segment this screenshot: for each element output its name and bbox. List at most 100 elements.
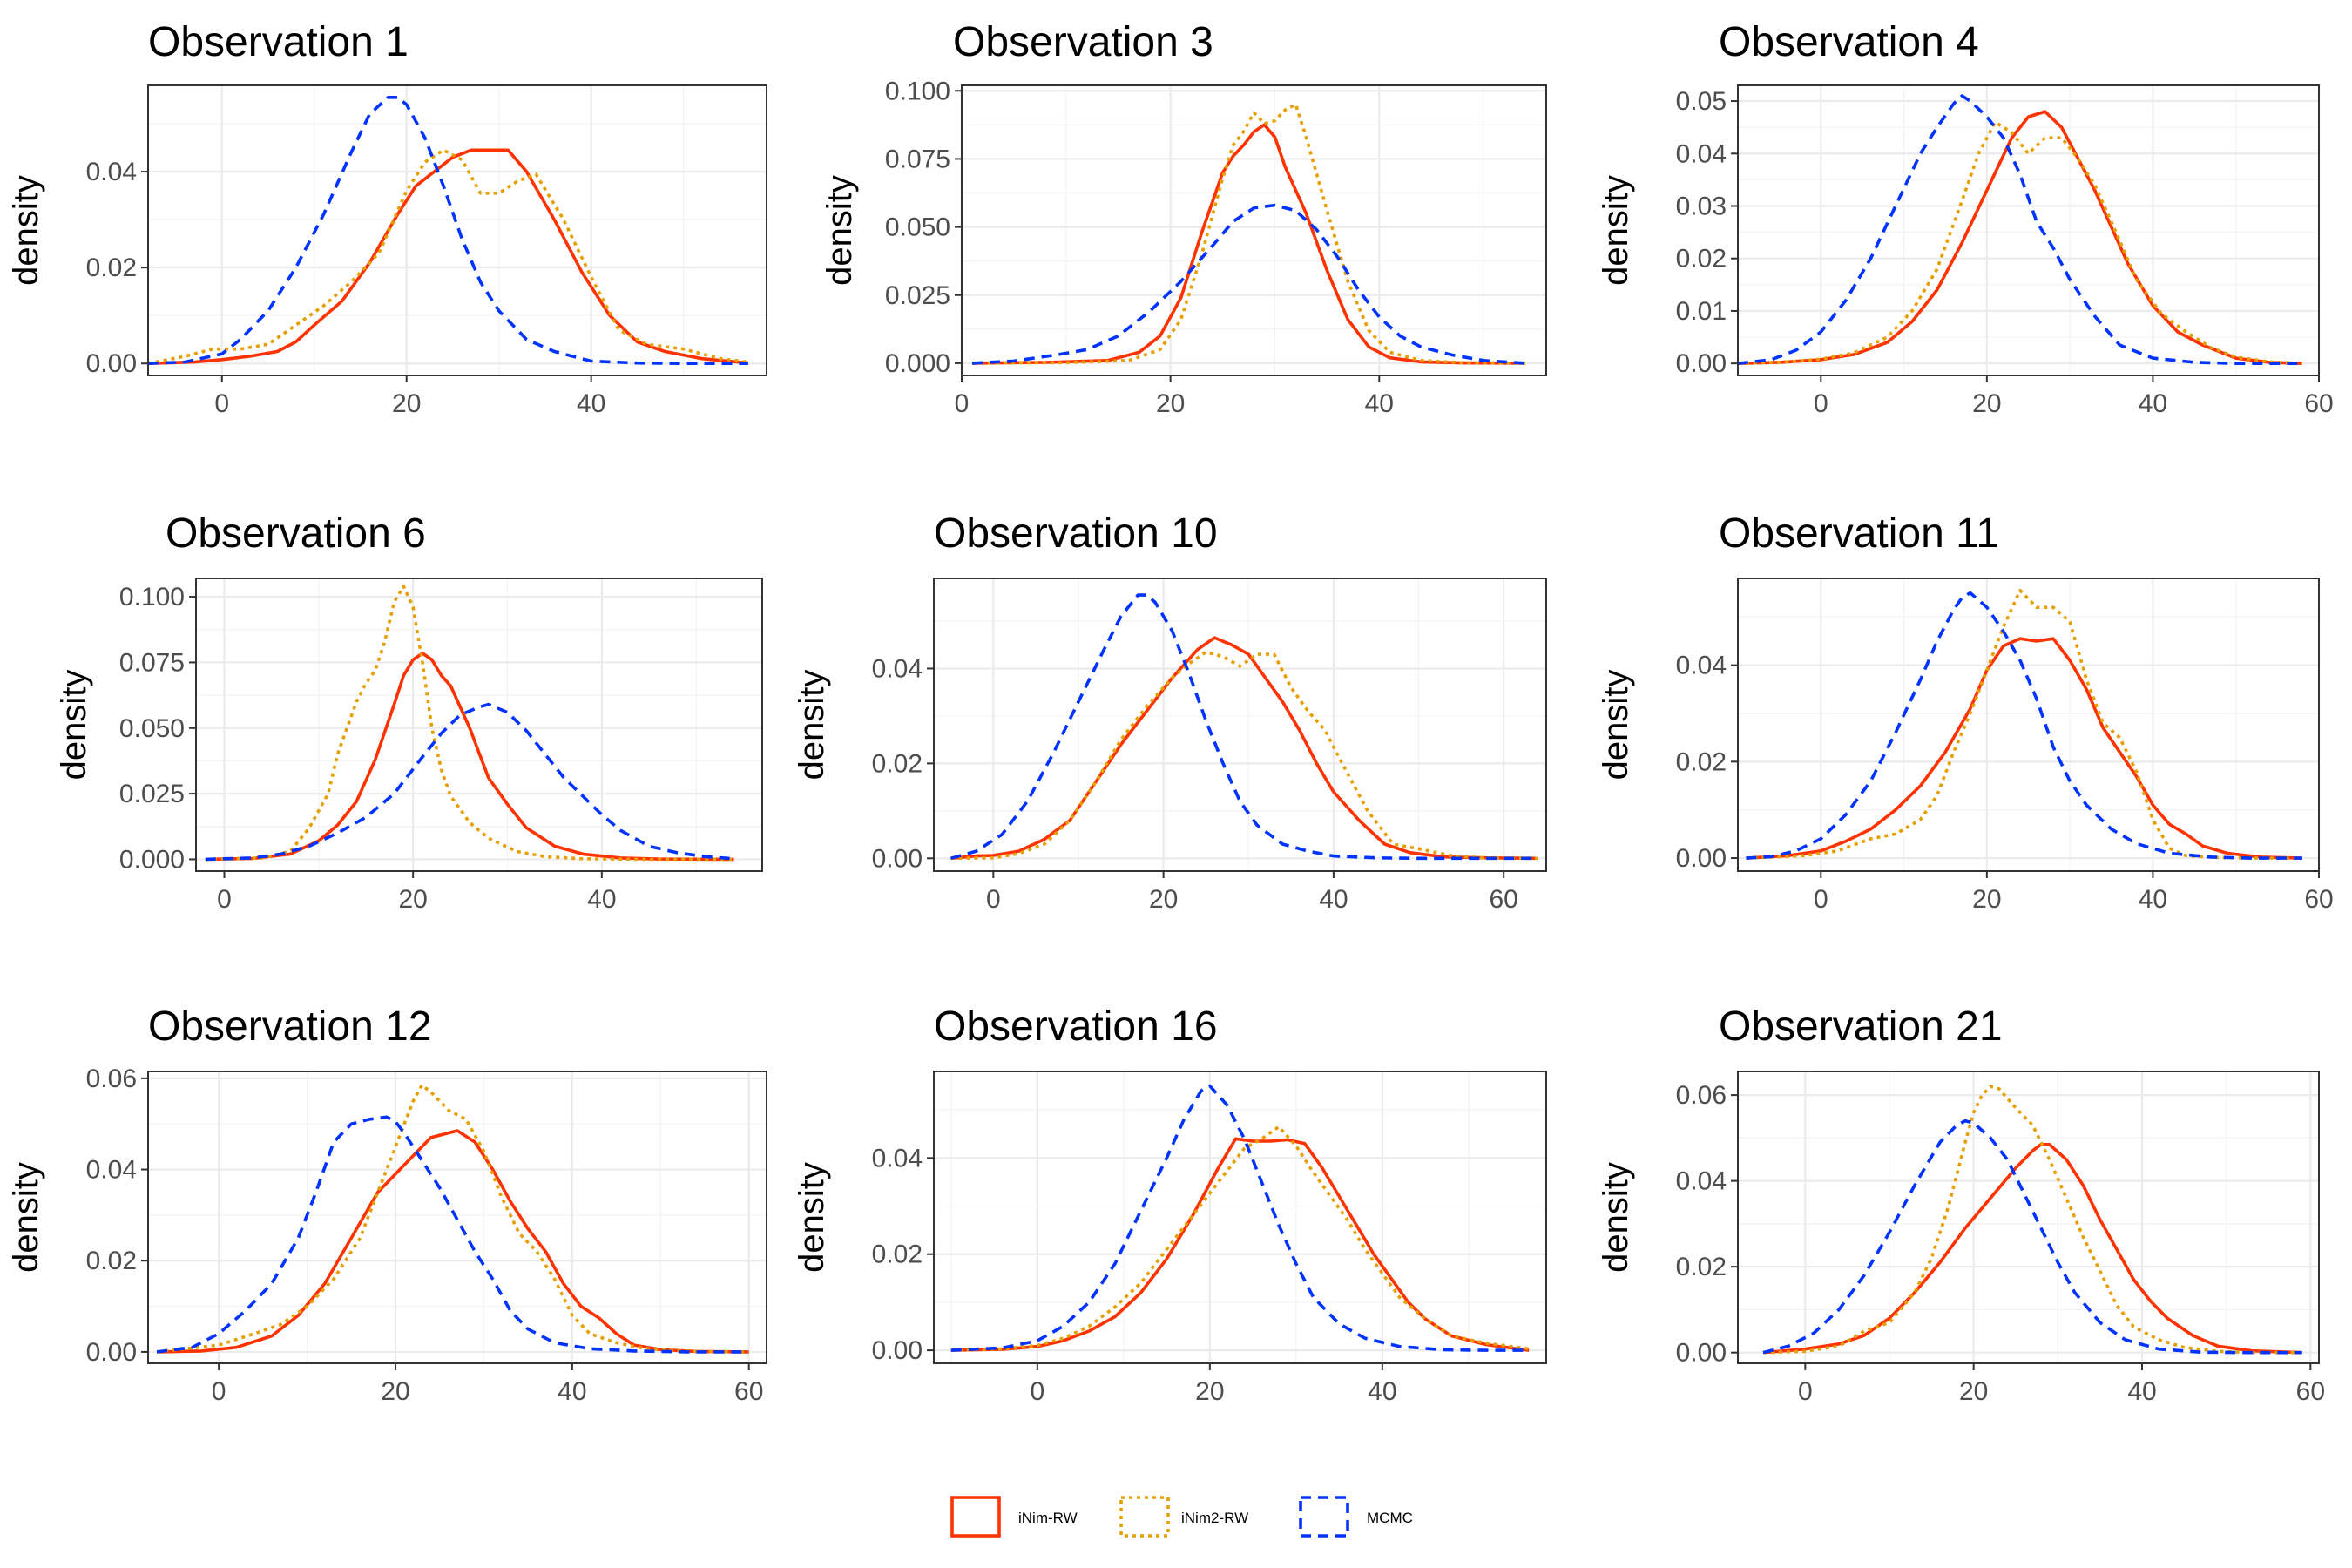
- series-line-inim-rw: [971, 123, 1526, 365]
- panel-title: Observation 12: [148, 1004, 432, 1050]
- y-tick-label: 0.01: [1676, 297, 1727, 326]
- y-tick-label: 0.03: [1676, 192, 1727, 220]
- y-tick-label: 0.000: [885, 349, 950, 378]
- panel-title: Observation 4: [1719, 19, 1979, 65]
- x-tick-label: 60: [1489, 885, 1517, 914]
- y-tick-label: 0.00: [86, 349, 137, 378]
- y-axis-title: density: [821, 175, 859, 286]
- x-tick-label: 20: [1972, 885, 2001, 914]
- series-group: [971, 103, 1526, 365]
- panel-8: 0 20 40 0.00 0.02 0.04 Observation 16 density: [793, 1004, 1547, 1406]
- series-line-inim2-rw: [971, 103, 1526, 365]
- series-line-inim2-rw: [950, 1125, 1530, 1352]
- panel-1: 0 20 40 0.00 0.02 0.04 Observation 1 density: [7, 19, 767, 418]
- legend-key-inim-rw: [950, 1496, 1001, 1538]
- x-tick-label: 20: [381, 1377, 409, 1406]
- series-line-mcmc: [148, 96, 748, 365]
- series-line-inim-rw: [205, 652, 734, 862]
- y-tick-label: 0.02: [872, 1240, 923, 1269]
- panel-frame: [933, 1071, 1547, 1364]
- panel-3: 0 20 40 60 0.00 0.01 0.02 0.03 0.04 0.05 Observati…: [1597, 19, 2334, 418]
- panel-frame: [933, 578, 1547, 872]
- series-line-inim-rw: [1746, 637, 2302, 860]
- series-line-mcmc: [1746, 591, 2302, 860]
- panel-title: Observation 3: [953, 19, 1213, 65]
- x-tick-label: 40: [558, 1377, 586, 1406]
- panel-title: Observation 6: [166, 510, 426, 557]
- series-line-inim-rw: [1762, 1143, 2302, 1355]
- panel-frame: [1737, 84, 2320, 376]
- x-tick-label: 0: [1814, 389, 1828, 418]
- panel-frame: [1737, 578, 2320, 872]
- y-tick-label: 0.02: [1676, 245, 1727, 274]
- y-axis-title: density: [7, 175, 45, 286]
- y-tick-label: 0.04: [872, 1144, 923, 1173]
- x-tick-label: 0: [955, 389, 970, 418]
- series-line-inim2-rw: [950, 650, 1538, 861]
- y-tick-label: 0.050: [885, 213, 950, 242]
- panel-4: 0 20 40 0.000 0.025 0.050 0.075 0.100 Observatio…: [55, 510, 763, 914]
- series-group: [1762, 1085, 2302, 1355]
- panel-title: Observation 16: [934, 1004, 1218, 1050]
- y-tick-label: 0.04: [86, 1156, 137, 1185]
- y-axis-title: density: [1597, 175, 1635, 286]
- series-group: [205, 585, 734, 862]
- x-tick-label: 20: [1149, 885, 1178, 914]
- y-tick-label: 0.00: [86, 1338, 137, 1367]
- y-tick-label: 0.025: [885, 281, 950, 310]
- x-tick-label: 0: [1030, 1377, 1044, 1406]
- series-line-inim-rw: [950, 1137, 1530, 1352]
- x-tick-label: 40: [2139, 885, 2167, 914]
- y-tick-label: 0.02: [1676, 1253, 1727, 1281]
- series-line-inim2-rw: [1762, 1085, 2302, 1355]
- x-tick-label: 0: [217, 885, 232, 914]
- y-tick-label: 0.02: [86, 253, 137, 282]
- x-tick-label: 40: [587, 885, 616, 914]
- series-group: [148, 96, 749, 365]
- panels: 0 20 40 0.00 0.02 0.04 Observation 1 density 0 20…: [7, 19, 2334, 1406]
- series-line-inim-rw: [950, 636, 1538, 861]
- y-tick-label: 0.100: [119, 583, 185, 612]
- panel-frame: [147, 1071, 767, 1364]
- y-tick-label: 0.00: [1676, 844, 1727, 873]
- y-tick-label: 0.04: [872, 654, 923, 683]
- x-tick-label: 60: [2304, 389, 2333, 418]
- series-line-inim-rw: [157, 1129, 749, 1354]
- x-tick-label: 60: [2304, 885, 2333, 914]
- panel-2: 0 20 40 0.000 0.025 0.050 0.075 0.100Observatio…: [821, 19, 1547, 418]
- y-axis-title: density: [793, 670, 831, 781]
- x-tick-label: 0: [1814, 885, 1828, 914]
- y-tick-label: 0.00: [1676, 349, 1727, 378]
- panel-9: 0 20 40 60 0.00 0.02 0.04 0.06 Observation 21 den…: [1597, 1004, 2325, 1406]
- x-tick-label: 60: [734, 1377, 763, 1406]
- series-line-mcmc: [950, 1084, 1530, 1352]
- panel-frame: [195, 578, 763, 872]
- y-tick-label: 0.025: [119, 780, 185, 808]
- series-line-inim-rw: [148, 148, 748, 365]
- y-tick-label: 0.00: [872, 1336, 923, 1365]
- x-tick-label: 40: [2139, 389, 2167, 418]
- y-axis-title: density: [1597, 670, 1635, 781]
- y-tick-label: 0.06: [86, 1064, 137, 1093]
- y-tick-label: 0.00: [872, 844, 923, 873]
- series-group: [1746, 589, 2302, 860]
- x-tick-label: 20: [392, 389, 421, 418]
- y-tick-label: 0.06: [1676, 1081, 1727, 1110]
- panel-7: 0 20 40 60 0.00 0.02 0.04 0.06 Observation 12 den…: [7, 1004, 767, 1406]
- x-tick-label: 20: [1195, 1377, 1224, 1406]
- x-tick-label: 60: [2296, 1377, 2325, 1406]
- y-tick-label: 0.04: [1676, 139, 1727, 168]
- series-line-mcmc: [950, 593, 1538, 861]
- y-tick-label: 0.02: [1676, 747, 1727, 776]
- legend-item-inim-rw: iNim-RW: [950, 1496, 1078, 1538]
- x-tick-label: 20: [1156, 389, 1185, 418]
- y-tick-label: 0.000: [119, 845, 185, 874]
- legend-label-mcmc: MCMC: [1367, 1510, 1413, 1526]
- panel-title: Observation 21: [1719, 1004, 2003, 1050]
- panel-frame: [147, 84, 767, 376]
- y-tick-label: 0.075: [119, 648, 185, 677]
- y-tick-label: 0.04: [1676, 652, 1727, 680]
- series-group: [950, 593, 1538, 861]
- legend-label-inim-rw: iNim-RW: [1018, 1510, 1078, 1526]
- y-axis-title: density: [7, 1162, 45, 1273]
